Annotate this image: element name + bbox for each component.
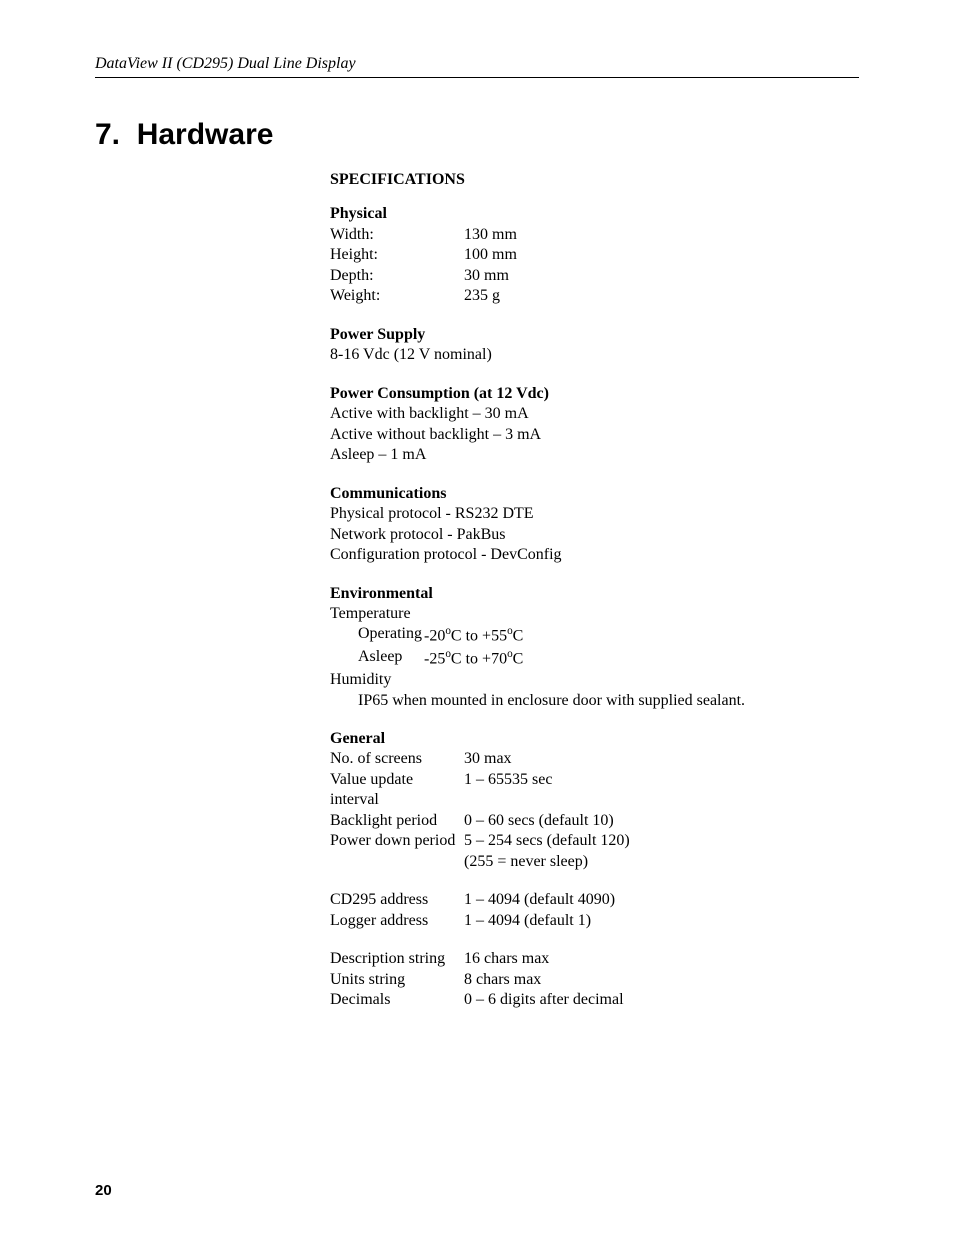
general-value: 0 – 6 digits after decimal [464,990,859,1010]
section-title: 7. Hardware [95,118,859,152]
general-label: Backlight period [330,811,464,831]
physical-row: Weight:235 g [330,286,859,306]
power-consumption-line: Asleep – 1 mA [330,445,859,465]
physical-row: Depth:30 mm [330,266,859,286]
general-label: Power down period [330,831,464,851]
general-row: Description string16 chars max [330,949,859,969]
physical-label: Height: [330,245,464,265]
general-row: Backlight period0 – 60 secs (default 10) [330,811,859,831]
temperature-label: Temperature [330,604,859,624]
power-consumption-heading: Power Consumption (at 12 Vdc) [330,384,859,404]
general-value: 1 – 4094 (default 4090) [464,890,859,910]
power-consumption-line: Active with backlight – 30 mA [330,404,859,424]
temperature-row: Operating -20oC to +55oC [358,624,859,647]
temperature-row: Asleep -25oC to +70oC [358,647,859,670]
general-row: (255 = never sleep) [330,852,859,872]
general-label: CD295 address [330,890,464,910]
general-value: 1 – 65535 sec [464,770,859,811]
physical-value: 130 mm [464,225,859,245]
general-heading: General [330,729,859,749]
physical-label: Weight: [330,286,464,306]
general-label [330,852,464,872]
general-value: 1 – 4094 (default 1) [464,911,859,931]
general-value: 0 – 60 secs (default 10) [464,811,859,831]
general-value: 30 max [464,749,859,769]
physical-label: Width: [330,225,464,245]
temperature-asleep-value: -25oC to +70oC [424,647,523,670]
communications-line: Configuration protocol - DevConfig [330,545,859,565]
page-number: 20 [95,1182,112,1199]
section-name: Hardware [137,118,274,151]
general-row: No. of screens30 max [330,749,859,769]
communications-line: Physical protocol - RS232 DTE [330,504,859,524]
temperature-operating-label: Operating [358,624,424,647]
physical-heading: Physical [330,204,859,224]
section-number: 7. [95,118,120,151]
temperature-asleep-label: Asleep [358,647,424,670]
general-label: Value update interval [330,770,464,811]
physical-row: Width:130 mm [330,225,859,245]
general-row: Value update interval1 – 65535 sec [330,770,859,811]
general-row: CD295 address1 – 4094 (default 4090) [330,890,859,910]
general-label: Units string [330,970,464,990]
general-row: Units string8 chars max [330,970,859,990]
general-label: No. of screens [330,749,464,769]
general-label: Logger address [330,911,464,931]
general-label: Description string [330,949,464,969]
power-supply-heading: Power Supply [330,325,859,345]
power-supply-line: 8-16 Vdc (12 V nominal) [330,345,859,365]
general-row: Decimals0 – 6 digits after decimal [330,990,859,1010]
physical-value: 100 mm [464,245,859,265]
communications-heading: Communications [330,484,859,504]
humidity-line: IP65 when mounted in enclosure door with… [358,691,859,711]
environmental-heading: Environmental [330,584,859,604]
physical-value: 235 g [464,286,859,306]
physical-value: 30 mm [464,266,859,286]
general-row: Logger address1 – 4094 (default 1) [330,911,859,931]
communications-line: Network protocol - PakBus [330,525,859,545]
general-value: (255 = never sleep) [464,852,859,872]
general-value: 16 chars max [464,949,859,969]
general-row: Power down period5 – 254 secs (default 1… [330,831,859,851]
power-consumption-line: Active without backlight – 3 mA [330,425,859,445]
physical-row: Height:100 mm [330,245,859,265]
general-label: Decimals [330,990,464,1010]
content: SPECIFICATIONS Physical Width:130 mm Hei… [330,170,859,1011]
specifications-heading: SPECIFICATIONS [330,170,859,190]
physical-label: Depth: [330,266,464,286]
temperature-operating-value: -20oC to +55oC [424,624,523,647]
general-value: 8 chars max [464,970,859,990]
general-value: 5 – 254 secs (default 120) [464,831,859,851]
humidity-label: Humidity [330,670,859,690]
page-header: DataView II (CD295) Dual Line Display [95,55,859,78]
